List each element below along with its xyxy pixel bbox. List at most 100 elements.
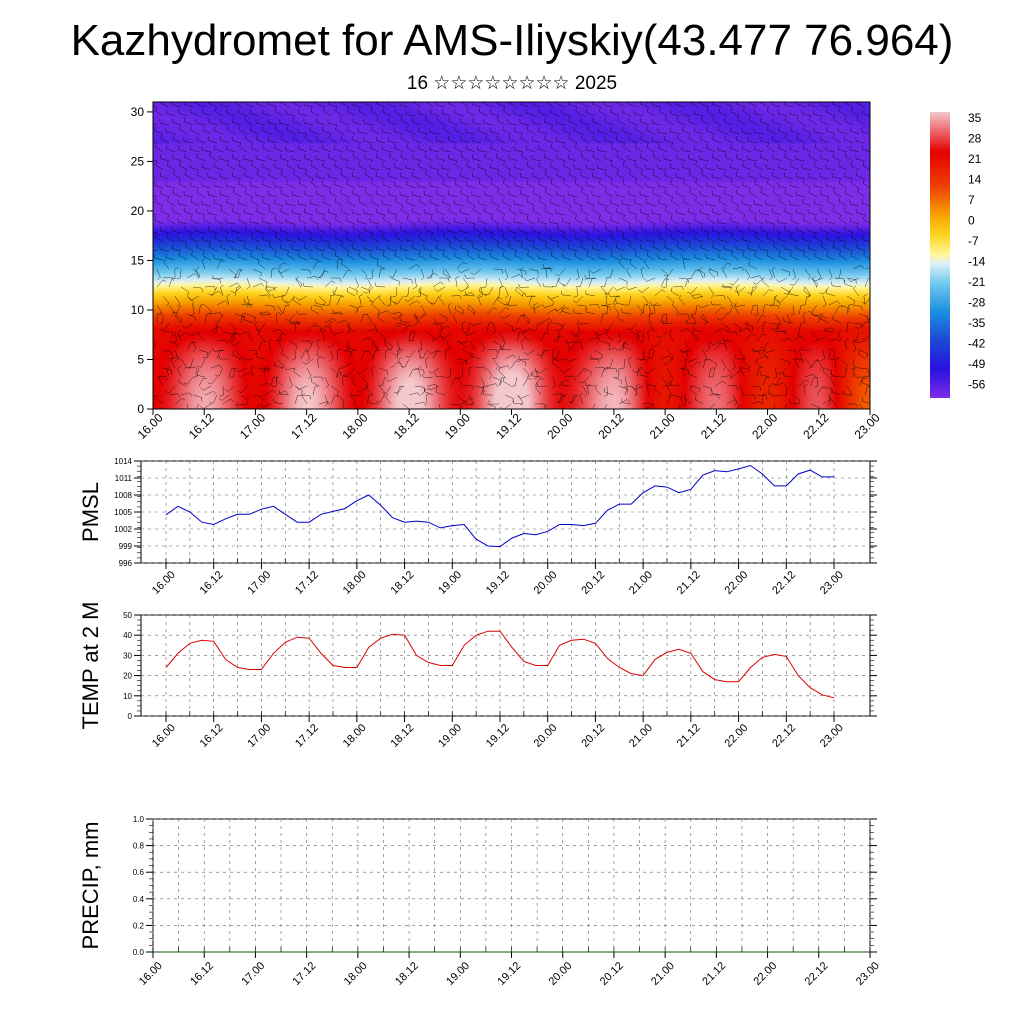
wind-barb <box>166 257 176 261</box>
wind-barb <box>371 237 380 243</box>
wind-barb <box>520 269 524 279</box>
wind-barb <box>556 123 566 126</box>
wind-barb-flag <box>839 215 841 220</box>
wind-barb <box>335 128 344 135</box>
wind-barb <box>208 213 218 216</box>
wind-barb <box>784 248 794 252</box>
wind-barb-flag <box>250 143 253 148</box>
wind-barb-flag <box>654 385 657 389</box>
wind-barb <box>262 113 272 117</box>
wind-barb <box>286 183 296 189</box>
wind-barb-flag <box>420 277 425 281</box>
wind-barb-flag <box>531 328 535 332</box>
wind-barb-flag <box>722 266 726 271</box>
wind-barb <box>527 349 536 355</box>
wind-barb-flag <box>689 385 692 390</box>
wind-barb <box>304 229 314 234</box>
wind-barb-flag <box>516 360 521 362</box>
wind-barb <box>647 403 656 409</box>
wind-barb <box>714 328 724 333</box>
wind-barb <box>762 352 770 360</box>
wind-barb <box>432 281 441 288</box>
wind-barb-flag <box>445 348 450 351</box>
wind-barb <box>400 156 410 162</box>
wind-barb <box>544 267 554 270</box>
wind-barb-flag <box>822 304 827 308</box>
wind-barb-flag <box>339 311 343 316</box>
wind-barb <box>646 277 656 282</box>
wind-barb-flag <box>752 347 755 352</box>
wind-barb <box>701 173 710 180</box>
wind-barb-flag <box>267 311 271 316</box>
wind-barb <box>720 322 729 329</box>
wind-barb <box>718 185 728 189</box>
wind-barb <box>666 395 671 405</box>
wind-barb-flag <box>722 380 726 384</box>
wind-barb <box>426 331 435 338</box>
wind-barb-flag <box>760 188 763 193</box>
wind-barb-flag <box>155 233 157 238</box>
wind-barb-flag <box>701 116 703 121</box>
wind-barb-flag <box>662 361 666 365</box>
wind-barb-flag <box>251 233 253 238</box>
wind-barb <box>210 290 219 297</box>
wind-barb <box>646 202 656 207</box>
wind-barb <box>156 376 166 378</box>
wind-barb-flag <box>822 367 825 371</box>
wind-barb <box>635 128 644 135</box>
wind-barb-flag <box>264 366 269 369</box>
wind-barb-flag <box>267 382 271 387</box>
wind-barb-flag <box>773 224 775 229</box>
wind-barb-flag <box>603 292 608 295</box>
wind-barb-flag <box>182 325 186 329</box>
wind-barb-flag <box>635 178 637 183</box>
wind-barb-flag <box>783 382 787 386</box>
wind-barb-flag <box>590 270 594 274</box>
wind-barb <box>431 367 440 374</box>
wind-barb <box>774 322 782 330</box>
wind-barb-flag <box>542 282 545 287</box>
wind-barb-flag <box>599 215 601 220</box>
wind-barb <box>497 245 506 252</box>
wind-barb <box>478 203 488 207</box>
wind-barb-flag <box>309 270 311 275</box>
wind-barb-flag <box>731 250 733 255</box>
wind-barb <box>738 403 740 409</box>
wind-barb-flag <box>473 224 475 229</box>
wind-barb <box>742 148 752 153</box>
wind-barb-flag <box>747 368 750 373</box>
wind-barb <box>491 219 500 225</box>
wind-barb-flag <box>289 385 293 389</box>
wind-barb-flag <box>772 383 777 385</box>
wind-barb <box>472 104 482 108</box>
wind-barb <box>586 201 596 207</box>
wind-barb <box>814 219 824 225</box>
wind-barb <box>330 367 338 375</box>
wind-barb-flag <box>368 300 373 303</box>
wind-barb-flag <box>242 356 245 361</box>
wind-barb-flag <box>478 107 481 112</box>
wind-barb <box>366 277 372 287</box>
wind-barb <box>442 202 452 207</box>
wind-barb <box>811 304 818 313</box>
wind-barb-flag <box>342 400 345 405</box>
wind-barb <box>814 147 824 153</box>
wind-barb-flag <box>681 146 683 151</box>
wind-barb <box>724 121 734 126</box>
wind-barb-flag <box>275 376 278 381</box>
wind-barb <box>641 286 650 293</box>
wind-barb-flag <box>833 188 835 193</box>
wind-barb-flag <box>481 348 485 353</box>
wind-barb <box>532 104 542 108</box>
wind-barb <box>558 379 566 387</box>
wind-barb <box>613 306 620 315</box>
wind-barb-flag <box>454 180 456 185</box>
wind-barb-flag <box>281 349 284 354</box>
wind-barb <box>671 200 680 207</box>
wind-barb-flag <box>594 384 598 389</box>
wind-barb <box>298 203 308 207</box>
wind-barb <box>616 139 626 144</box>
wind-barb <box>857 322 866 329</box>
y-tick-label: 20 <box>131 204 145 218</box>
wind-barb <box>508 102 518 108</box>
